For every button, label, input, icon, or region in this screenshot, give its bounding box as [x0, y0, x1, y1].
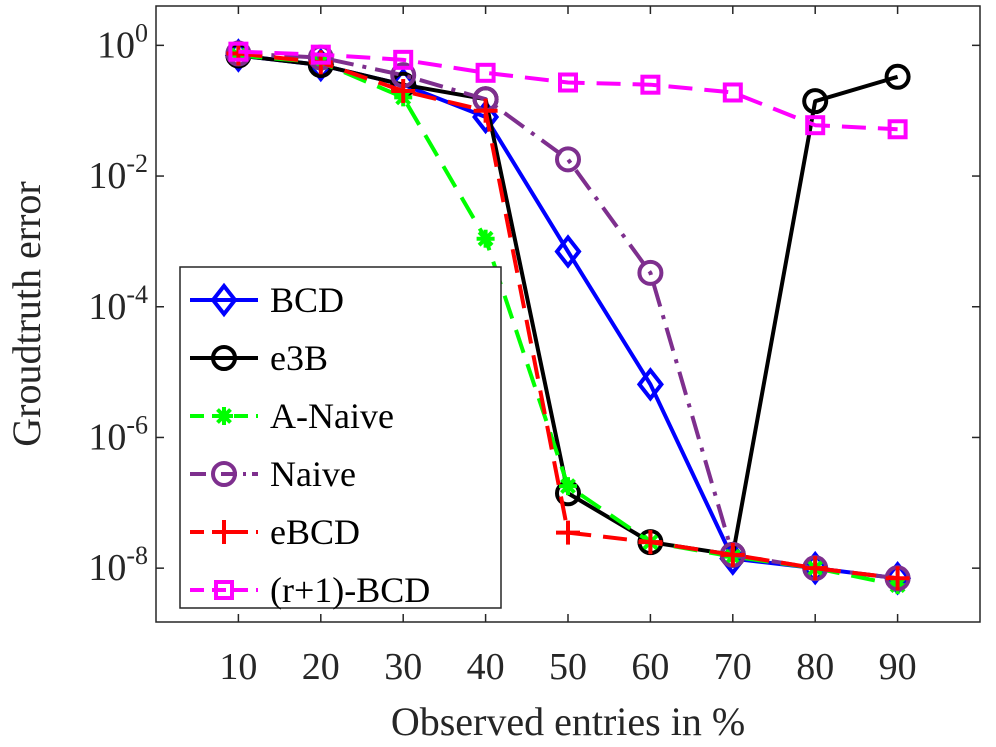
x-tick-label: 30: [384, 646, 422, 688]
data-point: [555, 146, 581, 173]
y-axis-label: Groudtruth error: [4, 181, 49, 446]
data-point: [473, 98, 498, 123]
data-point: [640, 74, 661, 95]
legend-label: eBCD: [270, 512, 360, 552]
data-point: [391, 79, 416, 104]
data-point: [310, 44, 331, 65]
legend-label: BCD: [270, 280, 344, 320]
data-point: [887, 119, 908, 140]
data-point: [803, 556, 828, 581]
data-point: [722, 82, 743, 103]
y-tick-label: 100: [97, 18, 148, 66]
data-point: [556, 520, 580, 545]
axis-ticks: 10 20 30 40 50 60 70 80 90 10-8 10-6 10-4 10-2 100: [88, 6, 980, 688]
data-point: [637, 259, 664, 286]
legend-label: A-Naive: [270, 396, 394, 436]
series-(r+1)-BCD: [228, 41, 908, 140]
x-tick-label: 10: [219, 646, 257, 688]
y-tick-label: 10-8: [88, 541, 148, 589]
data-point: [638, 530, 663, 555]
y-tick-label: 10-4: [88, 280, 148, 328]
data-point: [393, 49, 414, 70]
x-tick-label: 70: [714, 646, 752, 688]
legend-marker: [210, 282, 238, 318]
legend-entry-Naive: Naive: [190, 454, 356, 494]
legend-entry-(r+1)-BCD: (r+1)-BCD: [190, 570, 430, 610]
series-line: [238, 49, 898, 132]
data-point: [475, 62, 496, 83]
legend-marker: [214, 580, 234, 600]
data-point: [884, 63, 911, 90]
y-tick-label: 10-6: [88, 410, 148, 458]
x-tick-label: 80: [796, 646, 834, 688]
legend: BCD e3B A-Naive Naive eBCD (r+1)-BCD: [179, 266, 502, 610]
x-axis-label: Observed entries in %: [391, 699, 745, 744]
data-point: [476, 229, 495, 248]
data-point: [554, 234, 582, 269]
legend-entry-BCD: BCD: [190, 280, 344, 320]
legend-marker: [212, 520, 236, 544]
legend-marker: [211, 461, 237, 487]
legend-label: Naive: [270, 454, 356, 494]
legend-entry-e3B: e3B: [190, 338, 328, 378]
y-tick-label: 10-2: [88, 149, 148, 197]
data-point: [885, 566, 910, 591]
legend-label: e3B: [270, 338, 328, 378]
series-layer: [224, 38, 912, 596]
legend-label: (r+1)-BCD: [270, 570, 430, 610]
legend-entry-eBCD: eBCD: [190, 512, 360, 552]
data-point: [720, 542, 745, 567]
data-point: [228, 41, 249, 62]
legend-entry-A-Naive: A-Naive: [190, 396, 394, 436]
data-point: [558, 72, 578, 93]
legend-marker: [215, 407, 233, 425]
data-point: [559, 477, 577, 496]
legend-marker: [211, 345, 237, 371]
x-tick-label: 40: [467, 646, 505, 688]
data-point: [802, 88, 829, 115]
x-tick-label: 90: [879, 646, 917, 688]
x-tick-label: 20: [302, 646, 340, 688]
legend-box: [179, 266, 502, 609]
data-point: [805, 115, 826, 136]
x-tick-label: 50: [549, 646, 587, 688]
data-point: [636, 367, 664, 402]
x-tick-label: 60: [631, 646, 669, 688]
